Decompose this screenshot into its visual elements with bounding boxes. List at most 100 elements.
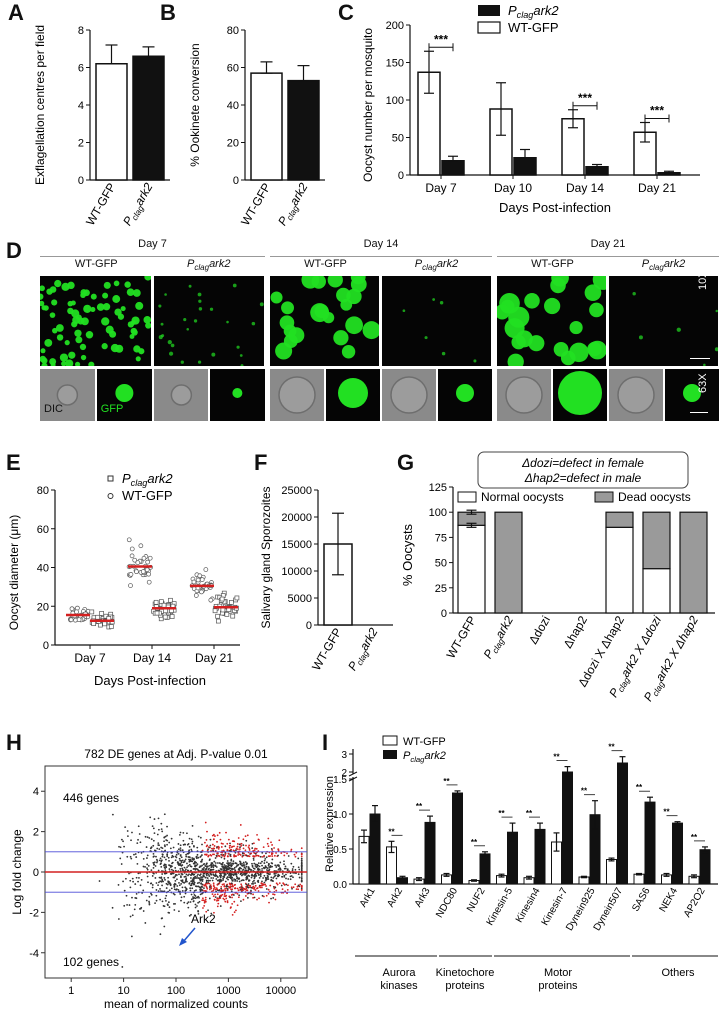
oocyst-spot	[259, 302, 264, 307]
oocyst-spot	[117, 313, 125, 320]
panel-h-de-point	[281, 888, 284, 891]
panel-h-point	[153, 818, 156, 820]
panel-h-point	[157, 881, 160, 884]
panel-h-point	[194, 875, 197, 878]
panel-h-point	[125, 894, 128, 897]
panel-f-x-tick-label: WT-GFP	[309, 626, 344, 673]
panel-h-de-point	[211, 893, 214, 896]
panel-h-de-point	[273, 847, 275, 849]
panel-h-point	[289, 872, 292, 875]
panel-g-x-tick-label-main: Δdozi	[526, 614, 553, 647]
panel-h-de-point	[258, 897, 260, 900]
panel-h-point	[242, 844, 245, 847]
panel-h-point	[186, 902, 189, 905]
panel-h-point	[118, 845, 120, 848]
panel-h-de-point	[205, 845, 208, 848]
panel-h-point	[199, 874, 201, 877]
panel-h-de-point	[293, 853, 296, 856]
panel-h-point	[220, 874, 223, 877]
panel-h-point	[170, 868, 173, 871]
panel-h-point	[244, 873, 247, 876]
panel-h-chart: 782 DE genes at Adj. P-value 0.01 Log fol…	[10, 747, 308, 1010]
panel-d-gfp-inset	[210, 369, 265, 421]
panel-h-point	[122, 880, 124, 883]
panel-h-point	[264, 857, 267, 860]
panel-h-point	[289, 878, 292, 881]
panel-h-arrow-head	[179, 938, 187, 946]
panel-h-point	[168, 864, 170, 866]
panel-h-point	[253, 875, 256, 878]
panel-d-divider	[497, 256, 719, 257]
panel-h-point	[211, 865, 213, 867]
panel-h-point	[258, 876, 261, 879]
panel-h-point	[151, 886, 154, 889]
panel-h-point	[181, 889, 184, 892]
panel-h-point	[250, 889, 252, 892]
panel-d-wt-fluorescence	[40, 276, 151, 366]
panel-h-point	[214, 865, 217, 867]
panel-h-point	[173, 909, 176, 911]
oocyst-spot	[126, 288, 135, 297]
panel-h-point	[197, 877, 200, 879]
panel-h-point	[163, 863, 166, 866]
inset-canvas	[505, 376, 543, 414]
panel-h-point	[254, 852, 257, 855]
panel-i-ark-bar	[479, 853, 491, 885]
panel-e-ark-point	[169, 614, 175, 619]
oocyst-spot	[145, 322, 151, 329]
panel-h-point	[147, 864, 150, 867]
panel-h-point	[161, 855, 164, 858]
panel-h-de-point	[238, 853, 241, 856]
panel-h-de-point	[225, 894, 228, 897]
panel-h-point	[187, 842, 190, 845]
panel-h-de-point	[204, 898, 207, 901]
panel-h-point	[194, 895, 197, 897]
oocyst-spot	[49, 358, 57, 366]
panel-d-dic-inset	[382, 369, 436, 421]
panel-e-ark-point	[108, 624, 114, 629]
panel-h-point	[276, 864, 279, 867]
panel-h-point	[244, 861, 247, 863]
panel-h-point	[234, 873, 236, 876]
panel-e-wt-point	[129, 553, 135, 559]
panel-h-point	[140, 851, 143, 854]
panel-d-day-label: Day 14	[363, 238, 399, 250]
panel-h-point	[261, 851, 264, 854]
panel-c-x-tick-label: Day 21	[638, 181, 676, 195]
panel-h-de-point	[252, 896, 254, 899]
panel-h-point	[134, 883, 137, 885]
panel-h-point	[300, 861, 303, 864]
panel-h-point	[252, 857, 255, 860]
panel-h-point	[233, 878, 235, 881]
panel-h-de-point	[228, 846, 231, 849]
panel-e-wt-point	[135, 560, 141, 566]
panel-h-point	[216, 846, 218, 848]
panel-h-point	[159, 933, 162, 936]
panel-e-ark-point	[229, 600, 234, 605]
oocyst-spot	[507, 353, 524, 366]
panel-h-point	[251, 864, 254, 867]
panel-h-point	[163, 856, 166, 859]
panel-h-point	[214, 875, 217, 878]
panel-h-arrow	[182, 927, 196, 943]
panel-h-point	[223, 867, 226, 870]
panel-h-de-point	[256, 834, 258, 836]
panel-h-point	[111, 813, 114, 816]
micrograph-canvas	[40, 276, 151, 366]
panel-h-de-point	[205, 910, 208, 913]
panel-h-point	[250, 892, 252, 895]
panel-i-sig-label: **	[526, 809, 533, 818]
inset-canvas	[278, 376, 316, 414]
panel-h-point	[281, 875, 284, 878]
panel-i-ark-bar	[534, 828, 546, 885]
panel-h-point	[165, 894, 168, 897]
panel-h-point	[235, 849, 237, 851]
panel-h-de-point	[209, 854, 212, 856]
panel-letter-b: B	[160, 0, 176, 25]
panel-e-legend-ark-label-sub: clag	[131, 478, 148, 488]
panel-h-point	[279, 861, 282, 864]
inset-canvas	[338, 378, 368, 408]
panel-h-point	[185, 889, 187, 891]
panel-h-de-point	[233, 854, 236, 856]
panel-h-point	[168, 868, 171, 870]
